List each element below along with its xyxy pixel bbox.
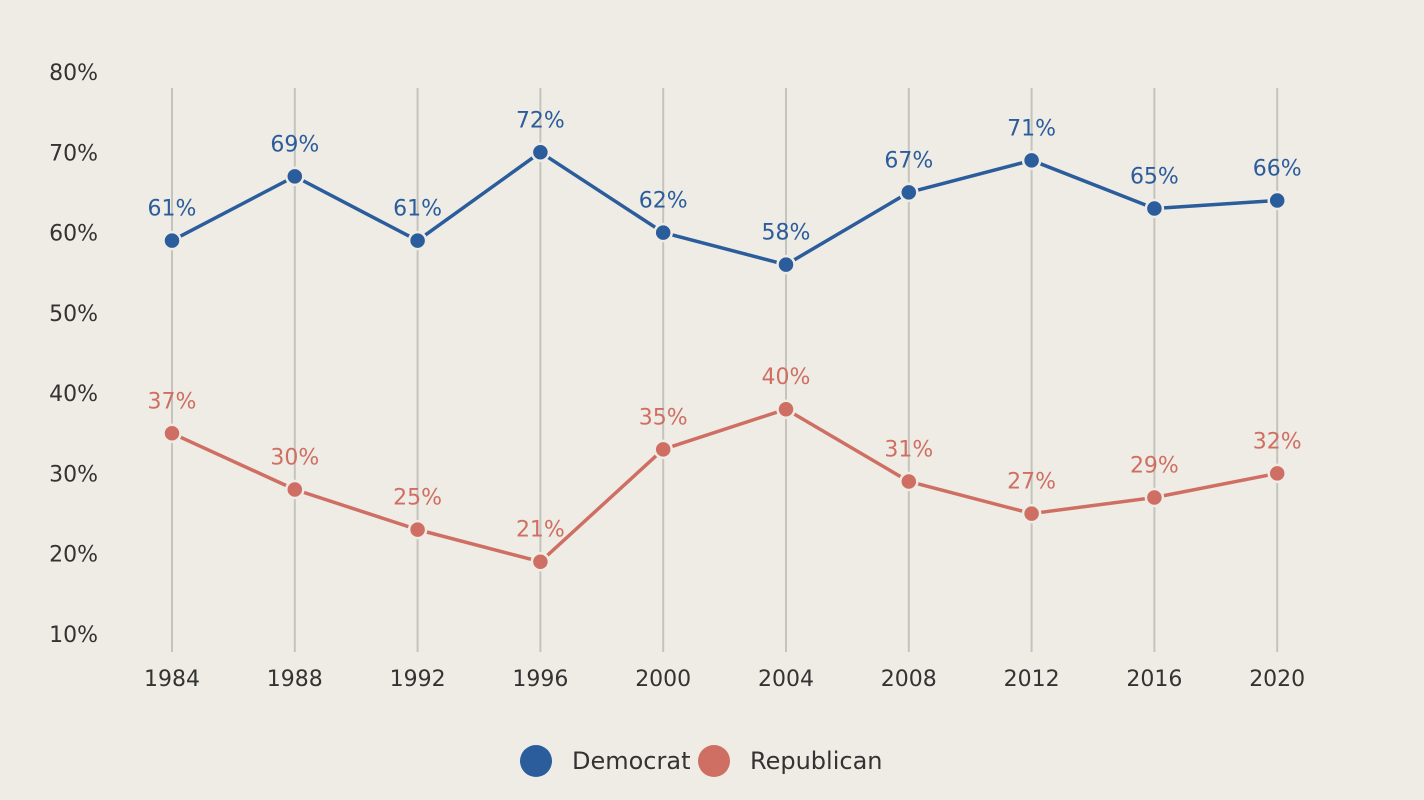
y-tick-label: 80% <box>49 61 98 86</box>
data-label-democrat: 71% <box>1007 116 1056 141</box>
data-label-democrat: 61% <box>148 197 197 222</box>
data-label-republican: 30% <box>270 445 319 470</box>
x-tick-label: 2020 <box>1249 667 1305 692</box>
data-point-democrat[interactable] <box>1267 190 1287 211</box>
data-point-republican[interactable] <box>1267 463 1287 484</box>
data-label-democrat: 62% <box>639 189 688 214</box>
data-label-democrat: 66% <box>1253 156 1302 181</box>
y-tick-label: 70% <box>49 141 98 166</box>
legend-label-republican[interactable]: Republican <box>750 747 883 775</box>
data-point-democrat[interactable] <box>653 222 673 243</box>
gridlines <box>171 88 1279 652</box>
data-label-democrat: 61% <box>393 197 442 222</box>
y-tick-label: 20% <box>49 543 98 568</box>
data-label-democrat: 67% <box>884 148 933 173</box>
data-point-republican[interactable] <box>1144 487 1165 508</box>
data-point-republican[interactable] <box>162 423 182 444</box>
y-tick-label: 30% <box>49 462 98 487</box>
legend-label-democrat[interactable]: Democrat <box>572 747 691 775</box>
y-tick-label: 40% <box>49 382 98 407</box>
y-tick-label: 10% <box>49 623 98 648</box>
legend: Democrat Republican <box>520 745 883 777</box>
data-point-democrat[interactable] <box>1144 198 1165 219</box>
series-line-republican <box>171 407 1278 564</box>
data-point-democrat[interactable] <box>162 230 182 251</box>
data-point-republican[interactable] <box>776 399 796 419</box>
data-label-republican: 29% <box>1130 454 1179 479</box>
data-point-republican[interactable] <box>285 479 305 500</box>
data-point-republican[interactable] <box>653 439 673 460</box>
legend-marker-democrat[interactable] <box>520 745 552 777</box>
data-label-republican: 31% <box>884 437 933 462</box>
y-tick-label: 50% <box>49 302 98 327</box>
data-label-republican: 32% <box>1253 429 1302 454</box>
data-label-republican: 21% <box>516 518 565 543</box>
legend-marker-republican[interactable] <box>698 745 730 777</box>
series-line-democrat <box>171 150 1278 267</box>
data-point-democrat[interactable] <box>407 230 428 251</box>
data-point-democrat[interactable] <box>530 142 551 163</box>
data-label-democrat: 65% <box>1130 164 1179 189</box>
x-tick-label: 2008 <box>881 667 937 692</box>
data-label-republican: 35% <box>639 405 688 430</box>
data-label-republican: 25% <box>393 486 442 511</box>
data-point-democrat[interactable] <box>776 254 796 275</box>
series-group: 61% 69% 61% 72% 62% 58% 67% 71% 65% 66% 37% 30% 25% 2… <box>148 108 1302 572</box>
x-tick-label: 2016 <box>1126 667 1182 692</box>
data-label-democrat: 58% <box>762 221 811 246</box>
data-point-democrat[interactable] <box>899 182 919 203</box>
data-point-democrat[interactable] <box>1021 150 1042 171</box>
data-point-republican[interactable] <box>530 551 551 572</box>
x-tick-label: 1992 <box>390 667 446 692</box>
x-tick-label: 1988 <box>267 667 323 692</box>
x-axis-ticks: 1984 1988 1992 1996 2000 2004 2008 2012 2016 2020 <box>144 667 1305 692</box>
data-label-democrat: 69% <box>270 132 319 157</box>
y-tick-label: 60% <box>49 222 98 247</box>
data-point-republican[interactable] <box>407 519 428 540</box>
x-tick-label: 2012 <box>1004 667 1060 692</box>
x-tick-label: 2004 <box>758 667 814 692</box>
data-label-republican: 37% <box>148 389 197 414</box>
y-axis-ticks: 10% 20% 30% 40% 50% 60% 70% 80% <box>49 61 98 648</box>
data-point-republican[interactable] <box>1021 503 1042 524</box>
data-label-republican: 40% <box>762 365 811 390</box>
data-label-republican: 27% <box>1007 470 1056 495</box>
x-tick-label: 1984 <box>144 667 200 692</box>
data-label-democrat: 72% <box>516 108 565 133</box>
data-point-republican[interactable] <box>899 471 919 492</box>
data-point-democrat[interactable] <box>285 166 305 187</box>
x-tick-label: 2000 <box>635 667 691 692</box>
x-tick-label: 1996 <box>512 667 568 692</box>
